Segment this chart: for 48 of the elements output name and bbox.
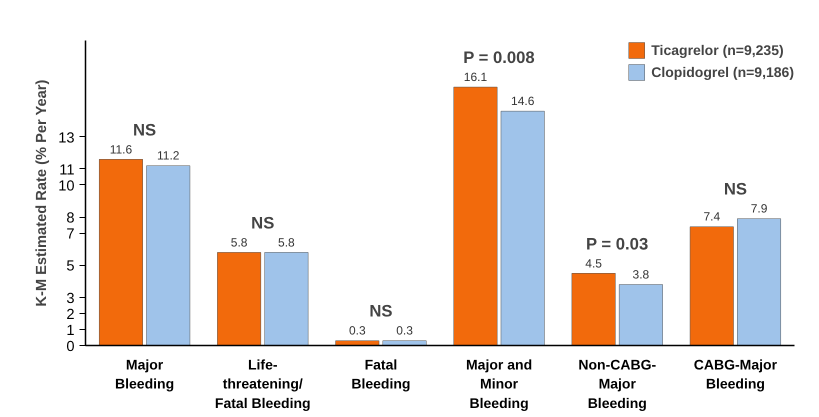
legend-label: Clopidogrel (n=9,186) — [651, 64, 794, 80]
bar — [264, 252, 308, 346]
annotation: NS — [724, 180, 747, 199]
bar — [690, 226, 734, 346]
data-label: 0.3 — [396, 324, 414, 338]
bar — [737, 218, 782, 346]
x-tick-label: Life- threatening/ Fatal Bleeding — [214, 356, 311, 411]
data-label: 11.6 — [110, 142, 133, 156]
annotation: P = 0.008 — [463, 48, 535, 68]
legend-label: Ticagrelor (n=9,235) — [651, 42, 784, 58]
x-tick-label: Fatal Bleeding — [351, 356, 410, 392]
x-tick-label: Major Bleeding — [115, 356, 174, 392]
y-tick-label: 11 — [59, 162, 75, 178]
data-label: 5.8 — [230, 235, 248, 250]
data-label: 14.6 — [511, 94, 535, 108]
x-tick-label: Major and Minor Bleeding — [466, 356, 532, 411]
y-tick-label: 2 — [66, 306, 75, 323]
bar — [146, 165, 190, 346]
x-tick-label: CABG-Major Bleeding — [694, 356, 778, 392]
y-axis-title: K-M Estimated Rate (% Per Year) — [34, 80, 50, 307]
annotation: P = 0.03 — [586, 234, 648, 254]
bar — [500, 110, 545, 346]
data-label: 11.2 — [156, 148, 180, 163]
bar — [98, 159, 143, 346]
y-tick-label: 8 — [66, 210, 75, 227]
y-tick-label: 0 — [66, 339, 75, 355]
annotation: NS — [133, 120, 156, 140]
y-tick-label: 3 — [66, 290, 75, 307]
y-tick-label: 7 — [66, 226, 75, 243]
data-label: 0.3 — [348, 324, 366, 338]
data-label: 4.5 — [585, 256, 602, 270]
bar — [453, 86, 498, 346]
bar — [618, 284, 663, 346]
y-tick-label: 13 — [58, 130, 75, 146]
bar — [335, 340, 380, 346]
data-label: 7.4 — [703, 210, 720, 224]
y-tick-label: 1 — [66, 322, 75, 339]
data-label: 7.9 — [750, 202, 768, 216]
data-label: 3.8 — [632, 268, 650, 282]
y-tick-label: 10 — [58, 178, 75, 194]
annotation: NS — [369, 302, 392, 321]
bar — [217, 252, 262, 346]
data-label: 16.1 — [464, 70, 488, 84]
bar — [572, 273, 616, 346]
data-label: 5.8 — [278, 235, 296, 250]
x-tick-label: Non-CABG- Major Bleeding — [578, 356, 656, 411]
annotation: NS — [251, 213, 274, 232]
y-tick-label: 5 — [66, 258, 75, 275]
